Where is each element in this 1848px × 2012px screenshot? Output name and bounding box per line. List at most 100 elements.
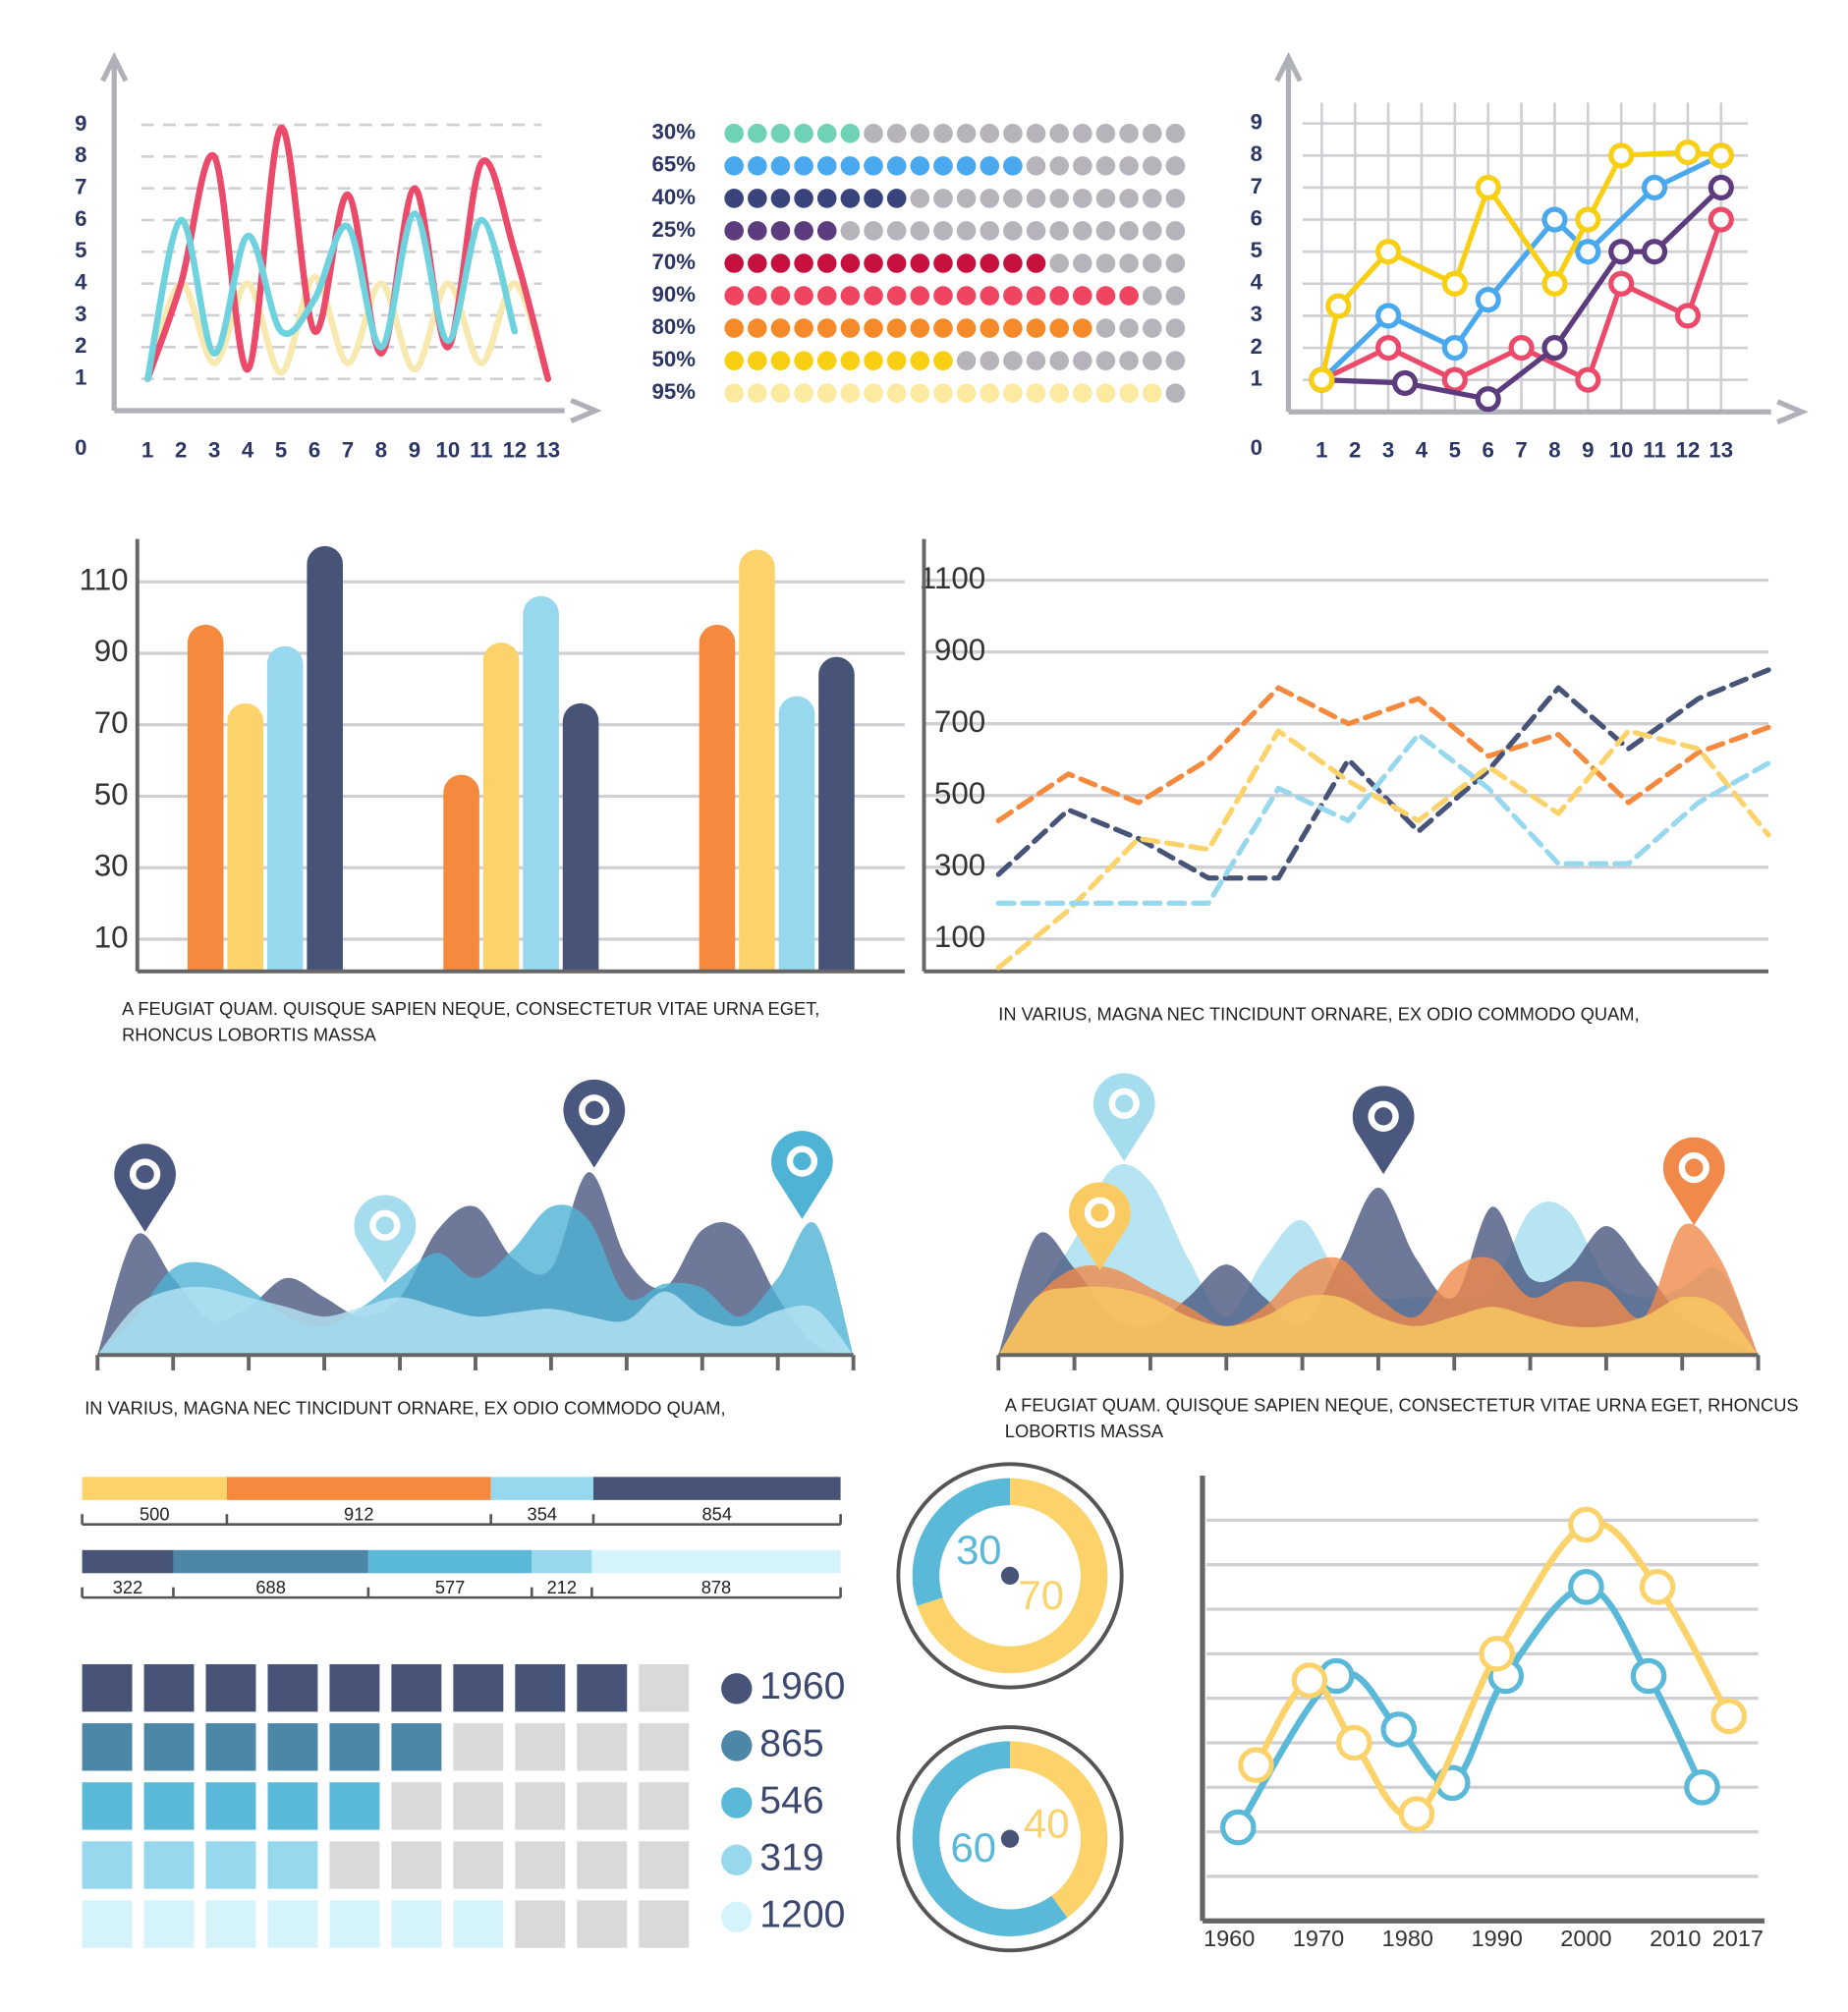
dot bbox=[933, 318, 953, 338]
dot bbox=[1165, 383, 1186, 403]
cell bbox=[391, 1841, 442, 1889]
dot bbox=[1119, 318, 1139, 338]
y-tick-label: 8 bbox=[1251, 141, 1262, 166]
dot-row bbox=[724, 286, 1186, 306]
dot bbox=[886, 383, 907, 403]
dot bbox=[910, 221, 930, 241]
cell bbox=[82, 1900, 133, 1948]
dot bbox=[1095, 351, 1116, 370]
y-tick-label: 110 bbox=[80, 563, 129, 597]
row-label: 25% bbox=[652, 217, 697, 242]
marker bbox=[1475, 386, 1501, 413]
dot bbox=[1119, 286, 1139, 306]
dot bbox=[770, 351, 791, 370]
caption: IN VARIUS, MAGNA NEC TINCIDUNT ORNARE, E… bbox=[998, 1003, 1640, 1025]
marker bbox=[1568, 1569, 1604, 1605]
cell bbox=[577, 1723, 628, 1771]
bar bbox=[523, 595, 559, 972]
segment bbox=[82, 1477, 227, 1500]
dot bbox=[1026, 351, 1046, 370]
cell bbox=[639, 1900, 690, 1948]
dot bbox=[748, 221, 767, 241]
dot bbox=[724, 318, 744, 338]
donut-label: 70 bbox=[1018, 1572, 1063, 1618]
dot bbox=[1119, 124, 1139, 143]
dot bbox=[748, 286, 767, 306]
cell bbox=[143, 1782, 195, 1830]
y-tick-label: 5 bbox=[75, 238, 86, 262]
y-tick-label: 6 bbox=[75, 206, 86, 231]
donut-center bbox=[1000, 1566, 1020, 1586]
x-tick-label: 3 bbox=[208, 438, 220, 463]
y-tick-label: 1 bbox=[75, 364, 86, 389]
y-tick-label: 3 bbox=[75, 302, 86, 326]
y-tick-label: 900 bbox=[934, 633, 985, 667]
dot bbox=[1142, 286, 1162, 306]
dot bbox=[864, 189, 883, 208]
dot bbox=[1142, 189, 1162, 208]
dot bbox=[1073, 189, 1092, 208]
cell bbox=[329, 1723, 380, 1771]
marker bbox=[1309, 366, 1335, 393]
x-tick-label: 8 bbox=[375, 438, 387, 463]
dot bbox=[910, 286, 930, 306]
legend-dot bbox=[721, 1844, 753, 1875]
dot-row bbox=[724, 124, 1186, 143]
dot bbox=[864, 383, 883, 403]
cell bbox=[453, 1723, 504, 1771]
x-tick-label: 1 bbox=[141, 438, 153, 463]
dot bbox=[1142, 318, 1162, 338]
dot bbox=[980, 318, 1000, 338]
dot bbox=[816, 318, 837, 338]
dot bbox=[840, 383, 861, 403]
caption-box: A FEUGIAT QUAM. QUISQUE SAPIEN NEQUE, CO… bbox=[122, 998, 819, 1044]
dot bbox=[910, 383, 930, 403]
x-tick-label: 9 bbox=[409, 438, 420, 463]
dot bbox=[933, 156, 953, 176]
x-tick-label: 10 bbox=[436, 438, 461, 463]
dot bbox=[886, 351, 907, 370]
cell bbox=[267, 1900, 318, 1948]
bar bbox=[307, 545, 343, 972]
cell bbox=[205, 1664, 256, 1712]
dot bbox=[933, 221, 953, 241]
dot bbox=[1095, 156, 1116, 176]
marker bbox=[1674, 139, 1702, 166]
dot bbox=[933, 286, 953, 306]
dot bbox=[956, 189, 977, 208]
dot bbox=[816, 253, 837, 273]
bar bbox=[818, 656, 855, 972]
dot bbox=[724, 286, 744, 306]
cell bbox=[267, 1841, 318, 1889]
marker bbox=[1541, 334, 1568, 362]
dot bbox=[1095, 253, 1116, 273]
donut-label: 30 bbox=[956, 1527, 1001, 1573]
segment-label: 854 bbox=[702, 1503, 732, 1524]
dot bbox=[1095, 221, 1116, 241]
x-tick-label: 12 bbox=[502, 438, 527, 463]
dot bbox=[980, 286, 1000, 306]
cell bbox=[453, 1782, 504, 1830]
dot bbox=[840, 286, 861, 306]
cell bbox=[82, 1723, 133, 1771]
x-tick-label: 7 bbox=[1515, 438, 1527, 463]
dot bbox=[816, 189, 837, 208]
x-tick-label: 5 bbox=[275, 438, 287, 463]
dot bbox=[1142, 253, 1162, 273]
caption: IN VARIUS, MAGNA NEC TINCIDUNT ORNARE, E… bbox=[84, 1397, 726, 1419]
row-label: 90% bbox=[652, 282, 697, 307]
dot bbox=[1026, 156, 1046, 176]
dot bbox=[770, 156, 791, 176]
x-tick-label: 2000 bbox=[1560, 1926, 1611, 1951]
x-tick-label: 1970 bbox=[1293, 1926, 1344, 1951]
y-tick-label: 100 bbox=[934, 920, 985, 954]
dot bbox=[770, 383, 791, 403]
x-tick-label: 13 bbox=[535, 438, 560, 463]
bar bbox=[266, 645, 304, 972]
dot bbox=[956, 383, 977, 403]
cell bbox=[515, 1900, 566, 1948]
dot bbox=[1142, 221, 1162, 241]
dot bbox=[724, 221, 744, 241]
x-tick-label: 13 bbox=[1708, 438, 1733, 463]
